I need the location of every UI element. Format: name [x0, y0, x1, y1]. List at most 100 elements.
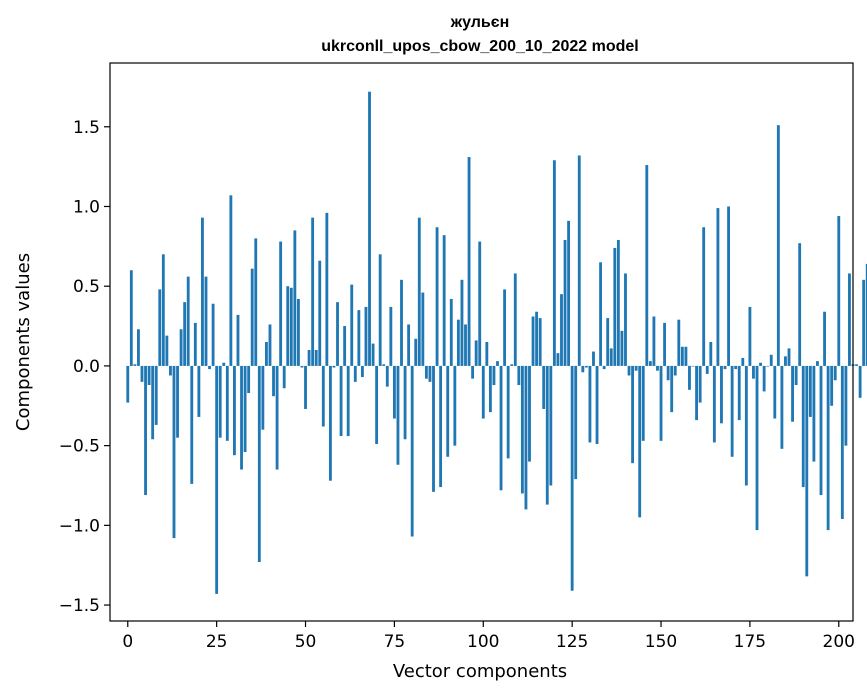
bar-component-28: [225, 365, 229, 441]
bar-component-131: [592, 351, 595, 366]
bar-component-129: [584, 365, 588, 368]
bar-component-190: [801, 365, 805, 488]
bar-component-45: [286, 286, 290, 366]
x-tick-label: 0: [122, 632, 133, 652]
bar-component-168: [723, 365, 727, 370]
bar-component-41: [272, 365, 275, 397]
bar-component-20: [197, 365, 201, 417]
bar-component-192: [808, 365, 812, 417]
bar-component-64: [353, 365, 357, 382]
bar-component-123: [563, 239, 567, 366]
bar-component-113: [528, 365, 531, 462]
bar-component-140: [624, 273, 627, 366]
bar-component-73: [385, 365, 389, 387]
bar-component-142: [631, 365, 635, 464]
bar-component-13: [172, 365, 176, 539]
bar-component-44: [282, 365, 286, 389]
bar-component-202: [844, 365, 848, 446]
bar-component-88: [439, 365, 443, 488]
bar-component-174: [744, 365, 748, 486]
bar-component-84: [424, 365, 428, 379]
bar-component-65: [357, 310, 361, 366]
bar-component-170: [730, 365, 734, 457]
y-axis-ticks: −1.5 −1.0 −0.5 0.0 0.5 1.0 1.5: [59, 118, 110, 616]
bar-component-37: [257, 365, 261, 563]
bar-component-31: [236, 314, 240, 366]
y-tick-label: 0.5: [73, 277, 100, 297]
bar-component-97: [471, 365, 475, 379]
bar-component-63: [350, 284, 354, 366]
bar-component-8: [154, 365, 158, 425]
bar-component-35: [250, 268, 254, 366]
bar-component-135: [606, 318, 610, 366]
x-tick-label: 50: [295, 632, 317, 652]
bar-component-134: [602, 365, 606, 370]
bar-component-101: [485, 342, 489, 366]
bar-component-199: [833, 365, 837, 381]
bar-component-103: [492, 365, 496, 386]
bar-component-130: [588, 365, 592, 443]
bar-component-12: [169, 365, 172, 376]
bar-component-172: [737, 365, 741, 421]
bar-component-164: [709, 342, 713, 366]
bar-component-33: [243, 365, 247, 453]
bar-component-193: [812, 365, 816, 462]
bar-component-106: [503, 289, 507, 366]
bar-component-160: [695, 365, 699, 421]
bar-component-87: [435, 227, 439, 366]
bar-component-104: [496, 361, 499, 366]
bar-component-125: [570, 365, 574, 591]
bar-component-52: [311, 217, 315, 366]
bar-component-151: [663, 322, 667, 366]
bar-component-57: [328, 365, 332, 481]
bar-component-195: [819, 365, 823, 496]
bar-component-98: [474, 340, 478, 366]
bar-component-61: [343, 326, 347, 366]
bar-component-59: [336, 302, 339, 366]
y-tick-label: 0.0: [73, 357, 100, 377]
bar-component-203: [848, 273, 851, 366]
bar-component-126: [574, 365, 578, 480]
bar-component-32: [240, 365, 243, 470]
bar-component-34: [247, 365, 251, 394]
bar-component-70: [375, 365, 379, 445]
bar-component-10: [161, 254, 165, 366]
bar-component-39: [264, 342, 268, 366]
bars-group: [126, 91, 867, 594]
x-tick-label: 25: [206, 632, 228, 652]
bar-component-25: [215, 365, 219, 594]
bar-component-180: [766, 365, 770, 367]
bar-component-169: [727, 206, 730, 366]
bar-component-94: [460, 279, 464, 366]
x-tick-label: 100: [467, 632, 499, 652]
bar-component-19: [193, 322, 197, 366]
bar-component-146: [645, 165, 649, 366]
bar-component-124: [567, 220, 571, 366]
bar-component-181: [769, 354, 773, 366]
bar-component-173: [741, 357, 745, 366]
bar-component-14: [176, 365, 179, 438]
bar-component-55: [321, 365, 325, 427]
bar-component-178: [759, 362, 762, 366]
bar-component-121: [556, 353, 560, 366]
bar-component-30: [233, 365, 236, 456]
bar-component-150: [659, 365, 663, 441]
bar-component-1: [129, 270, 133, 366]
bar-component-3: [137, 329, 140, 366]
bar-component-166: [716, 208, 720, 366]
bar-component-157: [684, 346, 688, 366]
bar-component-154: [673, 365, 677, 376]
bar-component-205: [855, 364, 858, 366]
bar-component-71: [378, 254, 382, 366]
bar-component-96: [467, 157, 471, 366]
bar-component-86: [432, 365, 435, 492]
bar-component-144: [638, 365, 642, 518]
bar-component-43: [279, 241, 283, 366]
bar-component-89: [442, 235, 446, 366]
bar-component-79: [407, 324, 411, 366]
bar-component-138: [616, 239, 620, 366]
bar-component-40: [268, 324, 272, 366]
x-tick-label: 125: [556, 632, 588, 652]
bar-component-22: [204, 276, 208, 366]
